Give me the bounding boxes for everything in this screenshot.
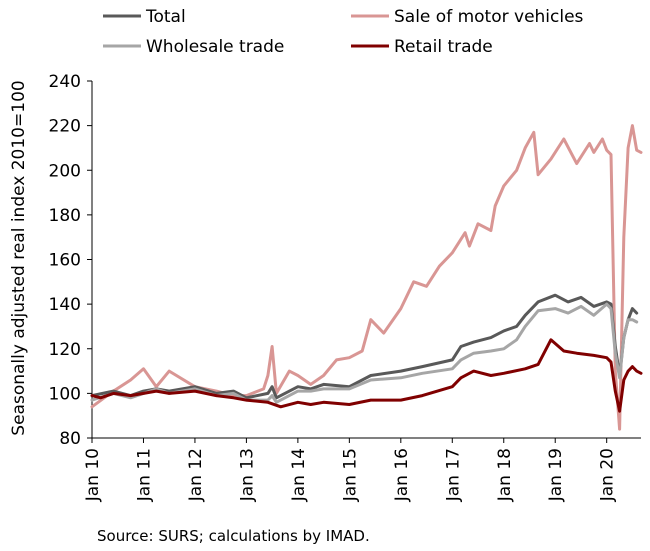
x-tick-label: Jan 13 [237, 448, 257, 502]
x-tick-label: Jan 12 [186, 448, 206, 502]
y-axis: 80 100 120 140 160 180 200 220 240 [49, 72, 93, 449]
x-tick-label: Jan 18 [495, 448, 515, 502]
y-tick-label: 220 [49, 117, 81, 137]
x-tick-label: Jan 15 [340, 448, 360, 502]
y-tick-label: 160 [49, 251, 81, 271]
x-tick-label: Jan 14 [289, 448, 309, 502]
y-tick-label: 180 [49, 206, 81, 226]
x-axis: Jan 10 Jan 11 Jan 12 Jan 13 Jan 14 Jan 15 Jan … [83, 437, 641, 502]
y-tick-label: 240 [49, 72, 81, 92]
series-line-sale-of-motor-vehicles [90, 124, 643, 431]
x-tick-label: Jan 10 [83, 448, 103, 502]
y-tick-label: 120 [49, 340, 81, 360]
y-tick-label: 100 [49, 384, 81, 404]
legend-label-retail-trade: Retail trade [394, 37, 493, 57]
x-tick-label: Jan 19 [546, 448, 566, 502]
source-note: Source: SURS; calculations by IMAD. [97, 527, 370, 545]
y-tick-label: 140 [49, 295, 81, 315]
x-tick-label: Jan 17 [443, 448, 463, 502]
y-axis-label: Seasonally adjusted real index 2010=100 [9, 80, 29, 435]
y-tick-label: 80 [59, 429, 81, 449]
series-line-total [90, 293, 639, 400]
series-lines [90, 124, 643, 431]
x-tick-label: Jan 11 [134, 448, 154, 502]
legend-label-sale-of-motor-vehicles: Sale of motor vehicles [394, 7, 584, 27]
legend-label-total: Total [145, 7, 186, 27]
x-tick-label: Jan 20 [598, 448, 618, 502]
y-tick-label: 200 [49, 161, 81, 181]
legend: Total Sale of motor vehicles Wholesale tra… [103, 7, 584, 57]
legend-label-wholesale-trade: Wholesale trade [146, 37, 284, 57]
series-line-retail-trade [90, 338, 643, 413]
series-line-wholesale-trade [90, 302, 639, 404]
x-tick-label: Jan 16 [392, 448, 412, 502]
